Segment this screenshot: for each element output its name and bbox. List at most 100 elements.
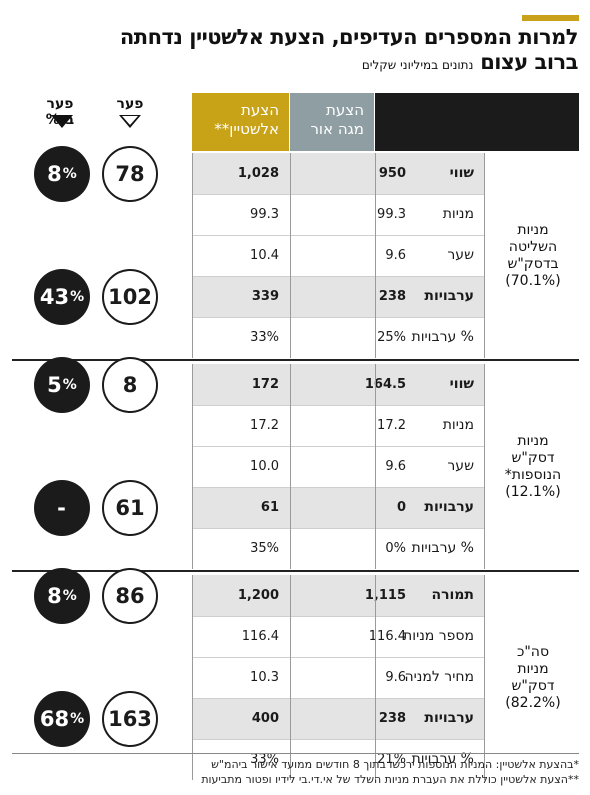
row-label: שווי: [449, 165, 474, 181]
diff-value: 8: [122, 372, 138, 397]
table-row: 35% 0% % ערבויות: [192, 528, 484, 569]
row-divider: [192, 276, 484, 277]
diff-circle: 86: [102, 567, 158, 624]
col-line-label: [375, 364, 376, 569]
pct-sign: %: [62, 376, 77, 393]
table-row: 10.3 9.6 מחיר למניה: [192, 657, 484, 698]
table-row: 33% 25% % ערבויות: [192, 317, 484, 358]
row-label: שווי: [449, 376, 474, 392]
diff-circle: 8: [102, 356, 158, 413]
alstein-value: 116.4: [241, 629, 279, 644]
mega-value: 0: [396, 500, 406, 515]
alstein-value: 10.0: [250, 459, 279, 474]
pct-circle: -: [34, 479, 90, 536]
row-label: % ערבויות: [411, 329, 474, 345]
pct-value: 68: [39, 706, 70, 731]
table-row: 1,028 950 שווי: [192, 153, 484, 194]
pct-circle: 8%: [34, 145, 90, 202]
section-label: מניות דסק"ש הנוספות* (12.1%): [504, 432, 562, 500]
header-alstein-label: הצעת אלשטיין**: [214, 101, 279, 138]
mega-value: 238: [378, 289, 406, 304]
diff-down-triangle-inner: [122, 116, 138, 125]
row-label: ערבויות: [424, 710, 474, 726]
pct-sign: %: [70, 710, 85, 727]
footnote-divider: [12, 753, 579, 754]
row-divider: [192, 194, 484, 195]
section-separator: [12, 570, 579, 572]
row-label: מניות: [442, 417, 474, 433]
header-diff-label: פער: [116, 96, 144, 112]
pct-sign: %: [70, 288, 85, 305]
alstein-value: 339: [251, 289, 279, 304]
row-label: ערבויות: [424, 288, 474, 304]
table-row: 339 238 ערבויות: [192, 276, 484, 317]
footnotes: *בהצעת אלשטיין: המניות הנוספות ירכשו בתו…: [1, 757, 579, 787]
mega-value: 25%: [377, 330, 406, 345]
table-row: 1,200 1,115 תמורה: [192, 575, 484, 616]
pct-circle: 5%: [34, 356, 90, 413]
mega-value: 99.3: [377, 207, 406, 222]
table-row: 17.2 17.2 מניות: [192, 405, 484, 446]
pct-value: 8: [47, 583, 62, 608]
pct-circle: 8%: [34, 567, 90, 624]
row-label: ערבויות: [424, 499, 474, 515]
diff-circle: 102: [102, 268, 158, 325]
pct-circle: 43%: [34, 268, 90, 325]
col-line-mega: [290, 153, 291, 358]
diff-circle: 163: [102, 690, 158, 747]
alstein-value: 1,028: [237, 166, 279, 181]
mega-value: 9.6: [385, 670, 406, 685]
row-label: מספר מניות: [403, 628, 474, 644]
row-divider: [192, 698, 484, 699]
alstein-value: 172: [251, 377, 279, 392]
pct-sign: %: [62, 587, 77, 604]
mega-value: 950: [378, 166, 406, 181]
table-row: 61 0 ערבויות: [192, 487, 484, 528]
alstein-value: 400: [251, 711, 279, 726]
chart-subtitle: נתונים במיליוני שקלים: [361, 58, 474, 72]
alstein-value: 33%: [250, 330, 279, 345]
header-mega-label: הצעת מגה אור: [310, 101, 364, 138]
table-row: 99.3 99.3 מניות: [192, 194, 484, 235]
row-label: % ערבויות: [411, 751, 474, 767]
row-label: % ערבויות: [411, 540, 474, 556]
table-row: 10.0 9.6 שער: [192, 446, 484, 487]
alstein-value: 35%: [250, 541, 279, 556]
col-line-section: [484, 575, 485, 780]
pct-circle: 68%: [34, 690, 90, 747]
row-divider: [192, 739, 484, 740]
header-alstein-column: הצעת אלשטיין**: [192, 93, 289, 151]
pct-value: 8: [47, 161, 62, 186]
mega-value: 0%: [385, 541, 406, 556]
diff-value: 61: [115, 495, 145, 520]
row-label: מניות: [442, 206, 474, 222]
pct-value: 43: [39, 284, 70, 309]
col-line-mega: [290, 364, 291, 569]
pct-value: 5: [47, 372, 62, 397]
mega-value: 1,115: [364, 588, 406, 603]
row-label: שער: [447, 458, 474, 474]
row-divider: [192, 446, 484, 447]
footnote-1: *בהצעת אלשטיין: המניות הנוספות ירכשו בתו…: [211, 758, 579, 771]
col-line-alstein: [192, 364, 193, 569]
diff-value: 86: [115, 583, 145, 608]
row-label: תמורה: [431, 587, 474, 603]
col-line-section: [484, 364, 485, 569]
pct-value: -: [57, 495, 66, 520]
row-divider: [192, 657, 484, 658]
col-line-alstein: [192, 575, 193, 780]
col-line-alstein: [192, 153, 193, 358]
table-row: 400 238 ערבויות: [192, 698, 484, 739]
diff-circle: 78: [102, 145, 158, 202]
row-divider: [192, 317, 484, 318]
row-label: מחיר למניה: [404, 669, 475, 685]
alstein-value: 61: [260, 500, 279, 515]
col-line-label: [375, 575, 376, 780]
header-mega-column: הצעת מגה אור: [290, 93, 374, 151]
alstein-value: 17.2: [250, 418, 279, 433]
pct-sign: %: [62, 165, 77, 182]
row-divider: [192, 235, 484, 236]
mega-value: 9.6: [385, 459, 406, 474]
pct-down-triangle-icon: [51, 115, 73, 128]
footnote-2: **הצעת אלשטיין כוללת את העברת מניות השלד…: [201, 773, 579, 786]
